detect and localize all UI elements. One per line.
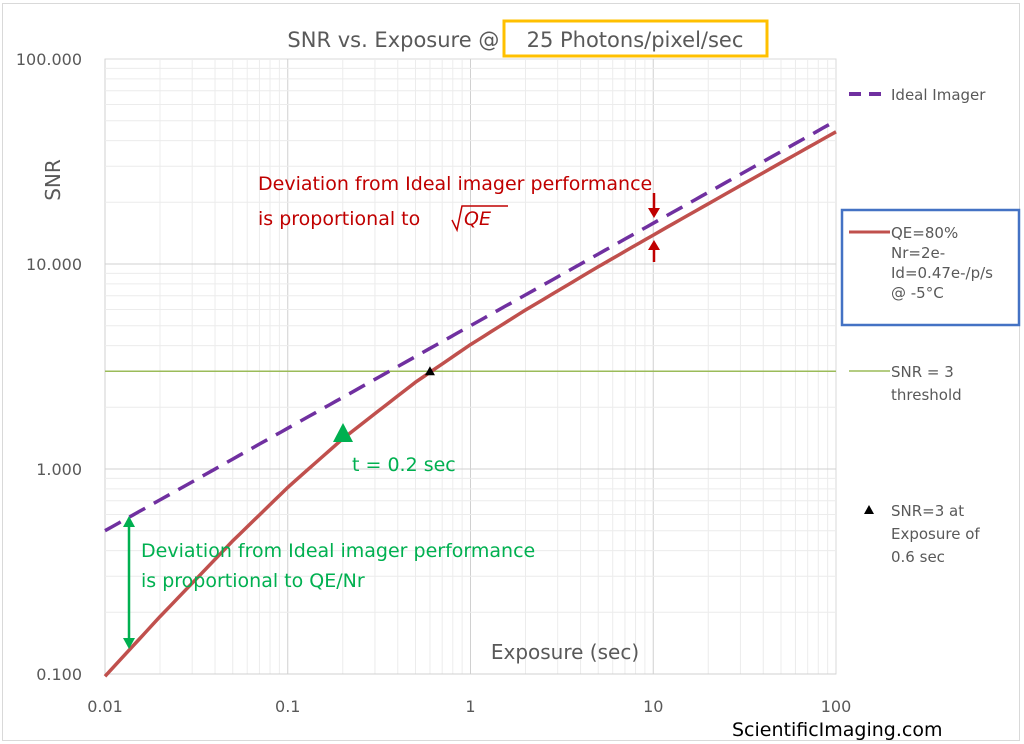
x-tick-label: 100 bbox=[821, 697, 852, 716]
series-group bbox=[103, 119, 837, 678]
x-tick-label: 0.1 bbox=[275, 697, 300, 716]
green-triangle-marker bbox=[333, 423, 353, 442]
svg-text:SNR=3 at: SNR=3 at bbox=[891, 502, 964, 520]
legend-item-threshold: SNR = 3 threshold bbox=[849, 363, 962, 404]
x-tick-label: 10 bbox=[643, 697, 663, 716]
legend-item-ideal: Ideal Imager bbox=[849, 86, 986, 104]
legend-highlight-box bbox=[840, 208, 1021, 327]
green-annotation-line2: is proportional to QE/Nr bbox=[141, 570, 365, 592]
snr3-marker bbox=[424, 366, 435, 376]
chart-frame bbox=[2, 3, 1020, 741]
ideal-imager-line bbox=[104, 119, 837, 533]
x-axis-label: Exposure (sec) bbox=[491, 640, 639, 664]
title-highlight-box bbox=[502, 19, 769, 58]
svg-text:threshold: threshold bbox=[891, 386, 962, 404]
qe80-line bbox=[103, 130, 837, 678]
legend-item-marker: SNR=3 at Exposure of 0.6 sec bbox=[864, 502, 980, 566]
legend-item-qe80: QE=80% Nr=2e- Id=0.47e-/p/s @ -5°C bbox=[849, 224, 993, 302]
green-annotation-line1: Deviation from Ideal imager performance bbox=[141, 540, 535, 562]
y-axis-label: SNR bbox=[41, 159, 65, 201]
y-tick-label: 1.000 bbox=[36, 460, 82, 479]
y-tick-label: 10.000 bbox=[26, 255, 82, 274]
chart-title-highlight: 25 Photons/pixel/sec bbox=[527, 28, 744, 52]
chart-title: SNR vs. Exposure @ bbox=[287, 28, 506, 52]
grid bbox=[104, 58, 837, 675]
green-double-arrow bbox=[123, 516, 135, 649]
red-annotation-line1: Deviation from Ideal imager performance bbox=[258, 173, 652, 195]
y-tick-label: 0.100 bbox=[36, 665, 82, 684]
green-marker-label: t = 0.2 sec bbox=[352, 454, 456, 476]
red-up-arrow bbox=[648, 240, 660, 262]
sqrt-symbol bbox=[451, 205, 508, 233]
red-annotation-math: QE bbox=[464, 208, 491, 230]
svg-text:@ -5°C: @ -5°C bbox=[891, 284, 944, 302]
svg-text:Exposure of: Exposure of bbox=[891, 525, 980, 543]
tick-labels: 0.01 0.1 1 10 100 0.100 1.000 10.000 100.000 bbox=[16, 50, 851, 716]
svg-text:SNR = 3: SNR = 3 bbox=[891, 363, 954, 381]
svg-text:0.6 sec: 0.6 sec bbox=[891, 548, 945, 566]
legend: Ideal Imager QE=80% Nr=2e- Id=0.47e-/p/s… bbox=[840, 86, 1021, 566]
watermark: ScientificImaging.com bbox=[732, 719, 942, 741]
y-tick-label: 100.000 bbox=[16, 50, 82, 69]
svg-text:Id=0.47e-/p/s: Id=0.47e-/p/s bbox=[891, 264, 993, 282]
x-tick-label: 0.01 bbox=[87, 697, 123, 716]
svg-text:Nr=2e-: Nr=2e- bbox=[891, 244, 945, 262]
svg-text:QE=80%: QE=80% bbox=[891, 224, 958, 242]
svg-text:Ideal Imager: Ideal Imager bbox=[891, 86, 986, 104]
red-down-arrow bbox=[648, 193, 660, 218]
x-tick-label: 1 bbox=[465, 697, 475, 716]
red-annotation-line2: is proportional to bbox=[258, 208, 426, 230]
